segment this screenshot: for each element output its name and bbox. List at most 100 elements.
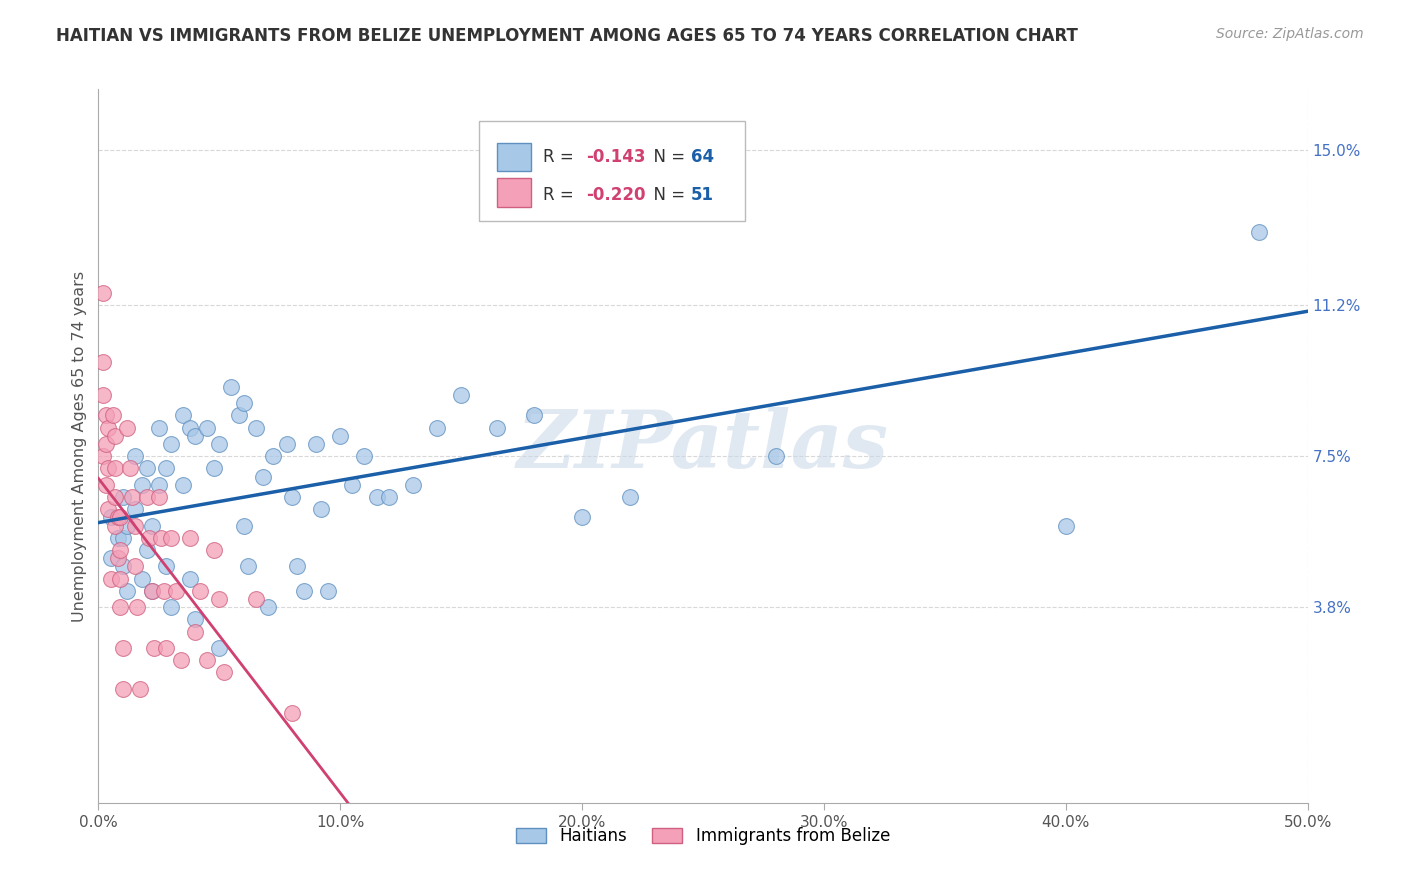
Point [97,502,120,516]
Text: -0.143: -0.143 [586,148,645,166]
Point [232,518,254,533]
Point [245,420,267,434]
Point [150,531,173,545]
Point [111,681,134,696]
Point [91,286,114,301]
Point [305,437,328,451]
Point [100,572,122,586]
Point [184,624,207,639]
Point [765,449,787,463]
Point [148,490,170,504]
Point [104,518,127,533]
Point [117,420,139,434]
Point [107,531,129,545]
Point [91,449,114,463]
Text: HAITIAN VS IMMIGRANTS FROM BELIZE UNEMPLOYMENT AMONG AGES 65 TO 74 YEARS CORRELA: HAITIAN VS IMMIGRANTS FROM BELIZE UNEMPL… [56,27,1078,45]
Point [118,461,141,475]
Point [276,437,298,451]
Point [117,518,139,533]
Point [1054,518,1077,533]
Point [228,409,250,423]
Point [252,469,274,483]
Point [100,510,122,524]
Text: ZIPatlas: ZIPatlas [517,408,889,484]
Point [523,409,546,423]
Point [619,490,641,504]
Point [160,437,183,451]
Point [94,477,117,491]
Point [117,583,139,598]
Point [138,531,160,545]
Point [204,543,226,558]
Point [285,559,308,574]
Point [281,706,304,720]
Point [256,600,278,615]
Point [195,420,218,434]
Point [148,420,170,434]
Point [165,583,187,598]
Point [111,640,134,655]
Point [131,572,153,586]
Point [108,600,131,615]
Point [221,380,243,394]
Point [179,572,201,586]
Point [366,490,388,504]
Point [238,559,260,574]
Point [111,490,134,504]
Point [188,583,211,598]
Point [135,490,157,504]
Point [281,490,304,504]
Point [208,437,231,451]
FancyBboxPatch shape [498,178,531,207]
Point [101,409,124,423]
Point [160,531,183,545]
Point [212,665,235,680]
Point [316,583,339,598]
Point [426,420,449,434]
Point [97,420,120,434]
Point [128,681,150,696]
Point [353,449,375,463]
Point [124,449,146,463]
Point [91,388,114,402]
Text: R =: R = [543,186,579,203]
Point [195,653,218,667]
Point [143,640,166,655]
Point [155,640,177,655]
Point [121,490,143,504]
FancyBboxPatch shape [498,143,531,171]
Point [135,543,157,558]
Point [204,461,226,475]
Text: N =: N = [643,186,690,203]
Point [141,583,163,598]
Point [91,355,114,369]
Point [262,449,284,463]
Point [100,551,122,566]
Point [124,559,146,574]
Point [152,583,174,598]
Point [104,490,127,504]
Point [179,420,201,434]
Point [131,477,153,491]
Point [179,531,201,545]
Point [169,653,191,667]
Point [232,396,254,410]
Text: -0.220: -0.220 [586,186,645,203]
Point [111,559,134,574]
Point [111,531,134,545]
Text: N =: N = [643,148,690,166]
Point [402,477,425,491]
Y-axis label: Unemployment Among Ages 65 to 74 years: Unemployment Among Ages 65 to 74 years [72,270,87,622]
Point [172,409,194,423]
Point [104,461,127,475]
Point [107,551,129,566]
Text: Source: ZipAtlas.com: Source: ZipAtlas.com [1216,27,1364,41]
FancyBboxPatch shape [479,121,745,221]
Point [160,600,183,615]
Point [155,559,177,574]
Point [104,429,127,443]
Point [292,583,315,598]
Point [172,477,194,491]
Point [245,591,267,606]
Point [141,583,163,598]
